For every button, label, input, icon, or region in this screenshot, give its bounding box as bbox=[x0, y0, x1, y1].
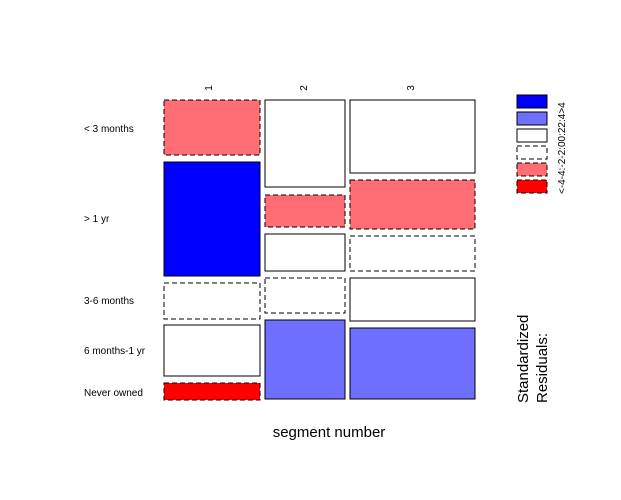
mosaic-cells bbox=[163, 99, 476, 401]
row-label: < 3 months bbox=[84, 124, 134, 135]
mosaic-cell bbox=[264, 233, 346, 272]
legend-title-line1: Standardized bbox=[515, 315, 532, 403]
column-labels: 1 2 3 bbox=[204, 85, 417, 91]
mosaic-cell bbox=[349, 235, 476, 272]
mosaic-cell bbox=[264, 319, 346, 400]
mosaic-cell bbox=[163, 99, 261, 156]
column-label-3: 3 bbox=[406, 85, 417, 91]
row-label: Never owned bbox=[84, 388, 143, 399]
mosaic-cell bbox=[264, 99, 346, 188]
legend-keys bbox=[516, 94, 548, 194]
legend-key bbox=[516, 111, 548, 126]
mosaic-cell bbox=[349, 327, 476, 400]
column-label-2: 2 bbox=[299, 85, 310, 91]
x-axis-label: segment number bbox=[273, 424, 386, 441]
row-label: 6 months-1 yr bbox=[84, 346, 146, 357]
legend-title-line2: Residuals: bbox=[534, 333, 551, 403]
legend-key bbox=[516, 145, 548, 160]
mosaic-cell bbox=[163, 382, 261, 401]
mosaic-cell bbox=[163, 324, 261, 377]
mosaic-cell bbox=[163, 282, 261, 320]
row-labels: < 3 months > 1 yr 3-6 months 6 months-1 yr N… bbox=[84, 124, 146, 399]
mosaic-cell bbox=[264, 194, 346, 228]
legend: <-4-4:-2-2:00:22:4>4 Standardized Residu… bbox=[515, 94, 568, 403]
column-label-1: 1 bbox=[204, 85, 215, 91]
row-label: 3-6 months bbox=[84, 296, 134, 307]
mosaic-cell bbox=[264, 277, 346, 314]
legend-key bbox=[516, 94, 548, 109]
legend-labels: <-4-4:-2-2:00:22:4>4 bbox=[557, 102, 568, 194]
legend-key bbox=[516, 162, 548, 177]
mosaic-cell bbox=[349, 179, 476, 230]
mosaic-cell bbox=[349, 99, 476, 174]
legend-key bbox=[516, 179, 548, 194]
legend-key bbox=[516, 128, 548, 143]
mosaic-cell bbox=[349, 277, 476, 322]
mosaic-cell bbox=[163, 161, 261, 277]
row-label: > 1 yr bbox=[84, 214, 110, 225]
